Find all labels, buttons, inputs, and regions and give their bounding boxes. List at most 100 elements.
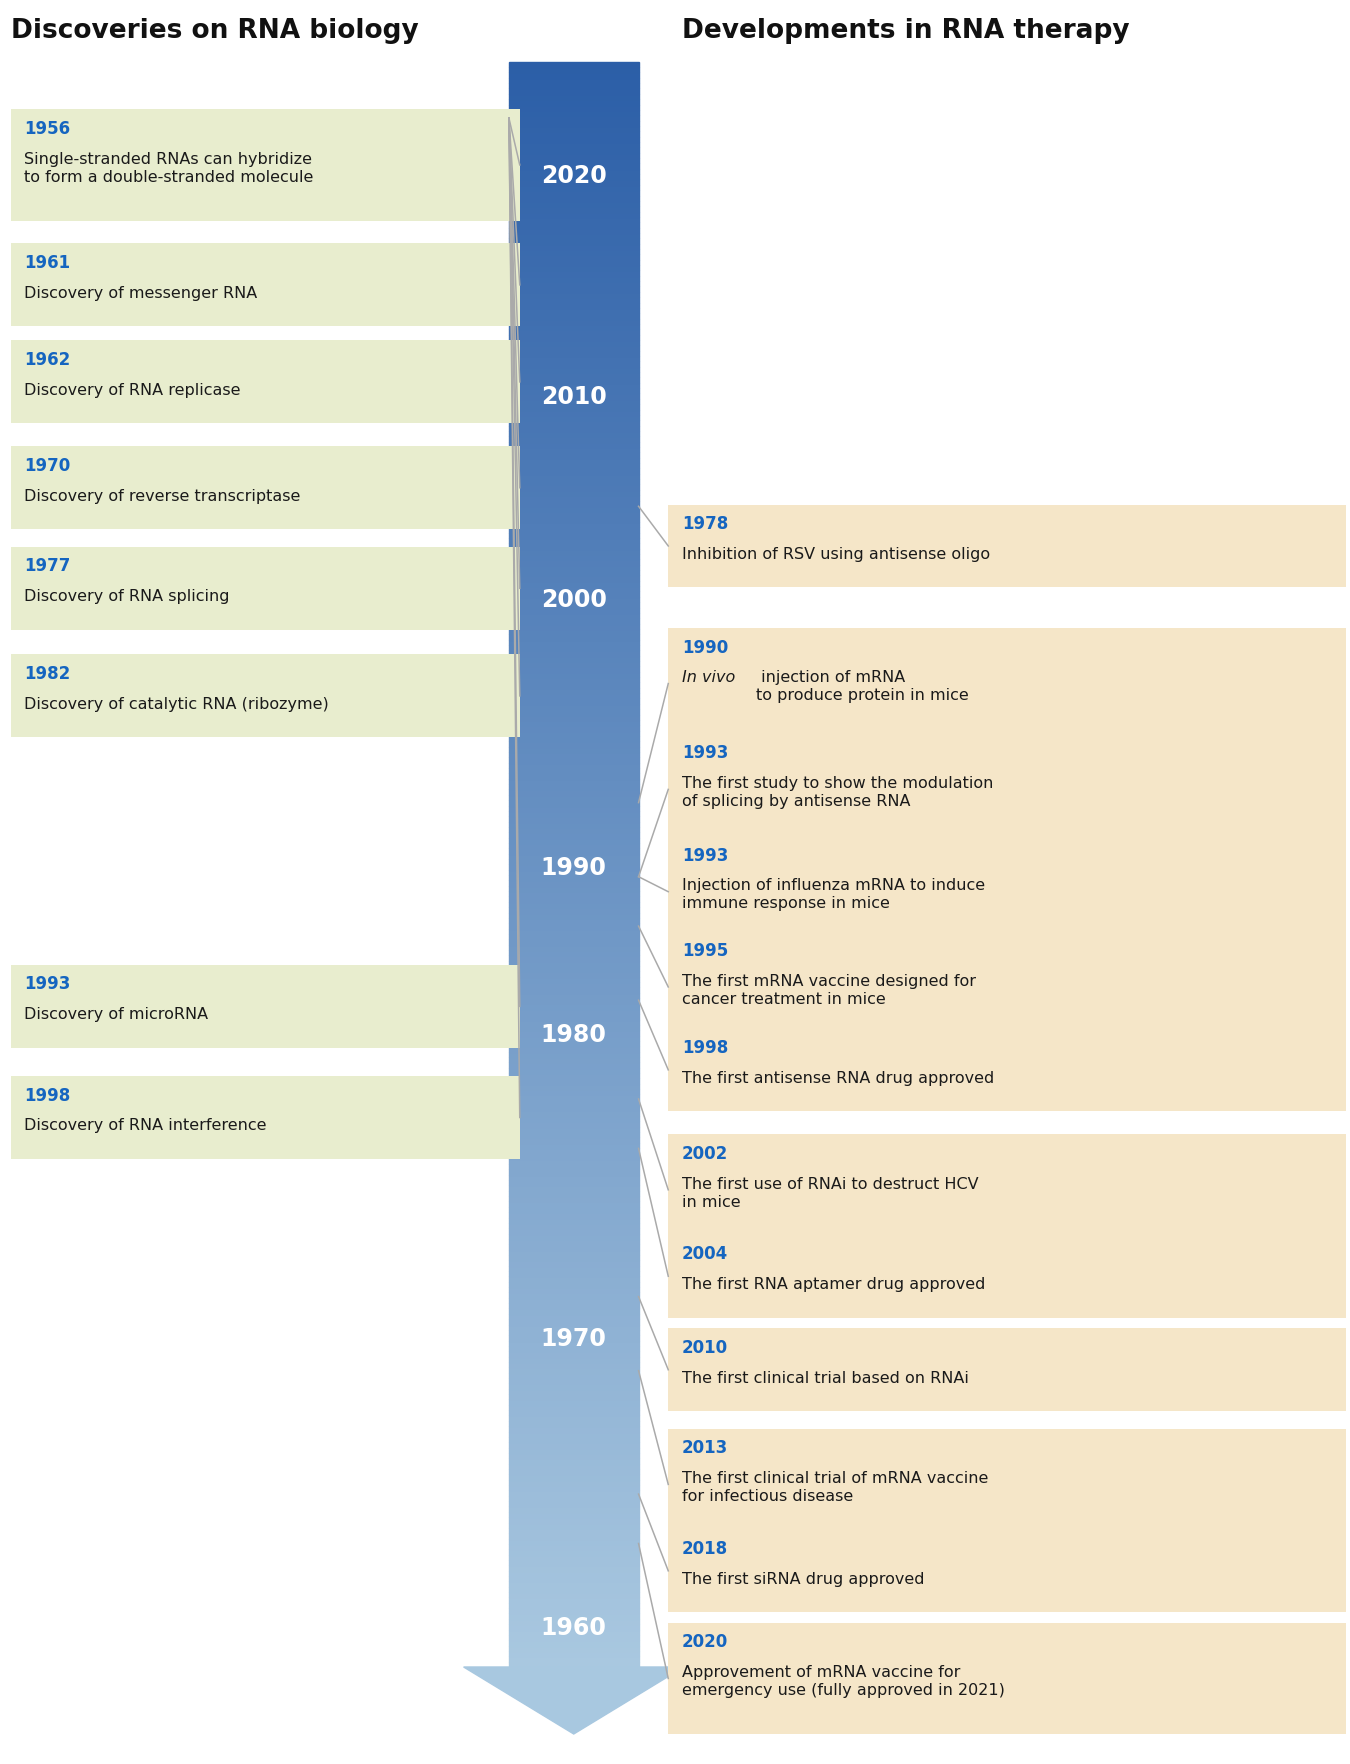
Bar (509, 1244, 639, 1249)
Text: 1990: 1990 (541, 856, 606, 880)
Bar (509, 1533, 639, 1538)
Bar (509, 635, 639, 640)
Bar (509, 591, 639, 596)
Bar (509, 607, 639, 612)
Bar (509, 1575, 639, 1581)
Bar (509, 249, 639, 254)
Bar (509, 280, 639, 286)
Bar (509, 1614, 639, 1619)
Bar (509, 1067, 639, 1073)
Bar (509, 303, 639, 309)
Bar (509, 751, 639, 757)
Bar (509, 1448, 639, 1454)
Bar (509, 441, 639, 446)
Bar (509, 773, 639, 778)
Bar (509, 699, 639, 704)
Bar (509, 1191, 639, 1196)
Text: The first clinical trial based on RNAi: The first clinical trial based on RNAi (682, 1371, 968, 1387)
Bar (509, 1603, 639, 1609)
Text: 1977: 1977 (24, 557, 70, 575)
Bar (509, 153, 639, 159)
Text: 1982: 1982 (24, 665, 70, 683)
Bar (509, 291, 639, 296)
Bar (509, 78, 639, 83)
Bar (509, 1506, 639, 1512)
Bar (509, 1185, 639, 1191)
Bar (509, 1372, 639, 1378)
Bar (509, 843, 639, 848)
Bar (509, 217, 639, 222)
Bar (509, 93, 639, 99)
Bar (509, 490, 639, 496)
FancyBboxPatch shape (668, 836, 1346, 947)
Bar (509, 1341, 639, 1346)
FancyBboxPatch shape (11, 109, 520, 220)
Bar (509, 1282, 639, 1288)
Bar (509, 580, 639, 586)
Bar (509, 746, 639, 751)
Bar (509, 1046, 639, 1051)
Bar (509, 346, 639, 351)
Bar (509, 1619, 639, 1625)
Bar (509, 1512, 639, 1517)
Bar (509, 1438, 639, 1443)
Bar (509, 1304, 639, 1309)
Text: 1998: 1998 (24, 1087, 70, 1104)
Bar (509, 1004, 639, 1009)
Bar (509, 131, 639, 136)
Bar (509, 817, 639, 822)
Bar (509, 1346, 639, 1351)
Bar (509, 709, 639, 714)
Bar (509, 88, 639, 93)
Bar (509, 340, 639, 346)
Text: Discovery of RNA splicing: Discovery of RNA splicing (24, 589, 230, 605)
Bar (509, 1522, 639, 1528)
Bar (509, 870, 639, 875)
Bar (509, 475, 639, 480)
Bar (509, 506, 639, 512)
Bar (509, 946, 639, 951)
Bar (509, 891, 639, 896)
Bar (509, 1138, 639, 1143)
Bar (509, 1009, 639, 1014)
Bar (509, 796, 639, 801)
FancyBboxPatch shape (668, 505, 1346, 587)
Bar (509, 586, 639, 591)
Bar (509, 1415, 639, 1420)
Bar (509, 1298, 639, 1304)
Bar (509, 693, 639, 699)
Bar (509, 1464, 639, 1469)
Bar (509, 1625, 639, 1630)
Bar (509, 1485, 639, 1491)
Text: 2000: 2000 (541, 587, 606, 612)
Bar (509, 1233, 639, 1238)
Bar (509, 714, 639, 720)
Bar (509, 1351, 639, 1357)
Text: 1970: 1970 (541, 1327, 606, 1351)
Bar (509, 496, 639, 501)
Bar (509, 1267, 639, 1272)
Bar (509, 1335, 639, 1341)
Bar (509, 270, 639, 275)
Text: 1998: 1998 (682, 1039, 728, 1057)
Bar (509, 1646, 639, 1651)
Text: 1960: 1960 (541, 1616, 606, 1641)
Bar (509, 549, 639, 554)
Bar (509, 790, 639, 796)
Bar (509, 983, 639, 988)
Text: 1978: 1978 (682, 515, 728, 533)
Text: 1956: 1956 (24, 120, 70, 138)
Text: Discovery of reverse transcriptase: Discovery of reverse transcriptase (24, 489, 301, 505)
Text: The first use of RNAi to destruct HCV
in mice: The first use of RNAi to destruct HCV in… (682, 1177, 979, 1210)
Bar (509, 104, 639, 109)
Bar (509, 778, 639, 783)
Bar (509, 907, 639, 912)
Bar (509, 1104, 639, 1111)
Bar (509, 1117, 639, 1122)
Bar (509, 404, 639, 409)
Text: 1962: 1962 (24, 351, 70, 369)
Bar (509, 1549, 639, 1554)
Text: 1990: 1990 (682, 639, 728, 656)
Bar (509, 83, 639, 88)
Bar (509, 1581, 639, 1588)
